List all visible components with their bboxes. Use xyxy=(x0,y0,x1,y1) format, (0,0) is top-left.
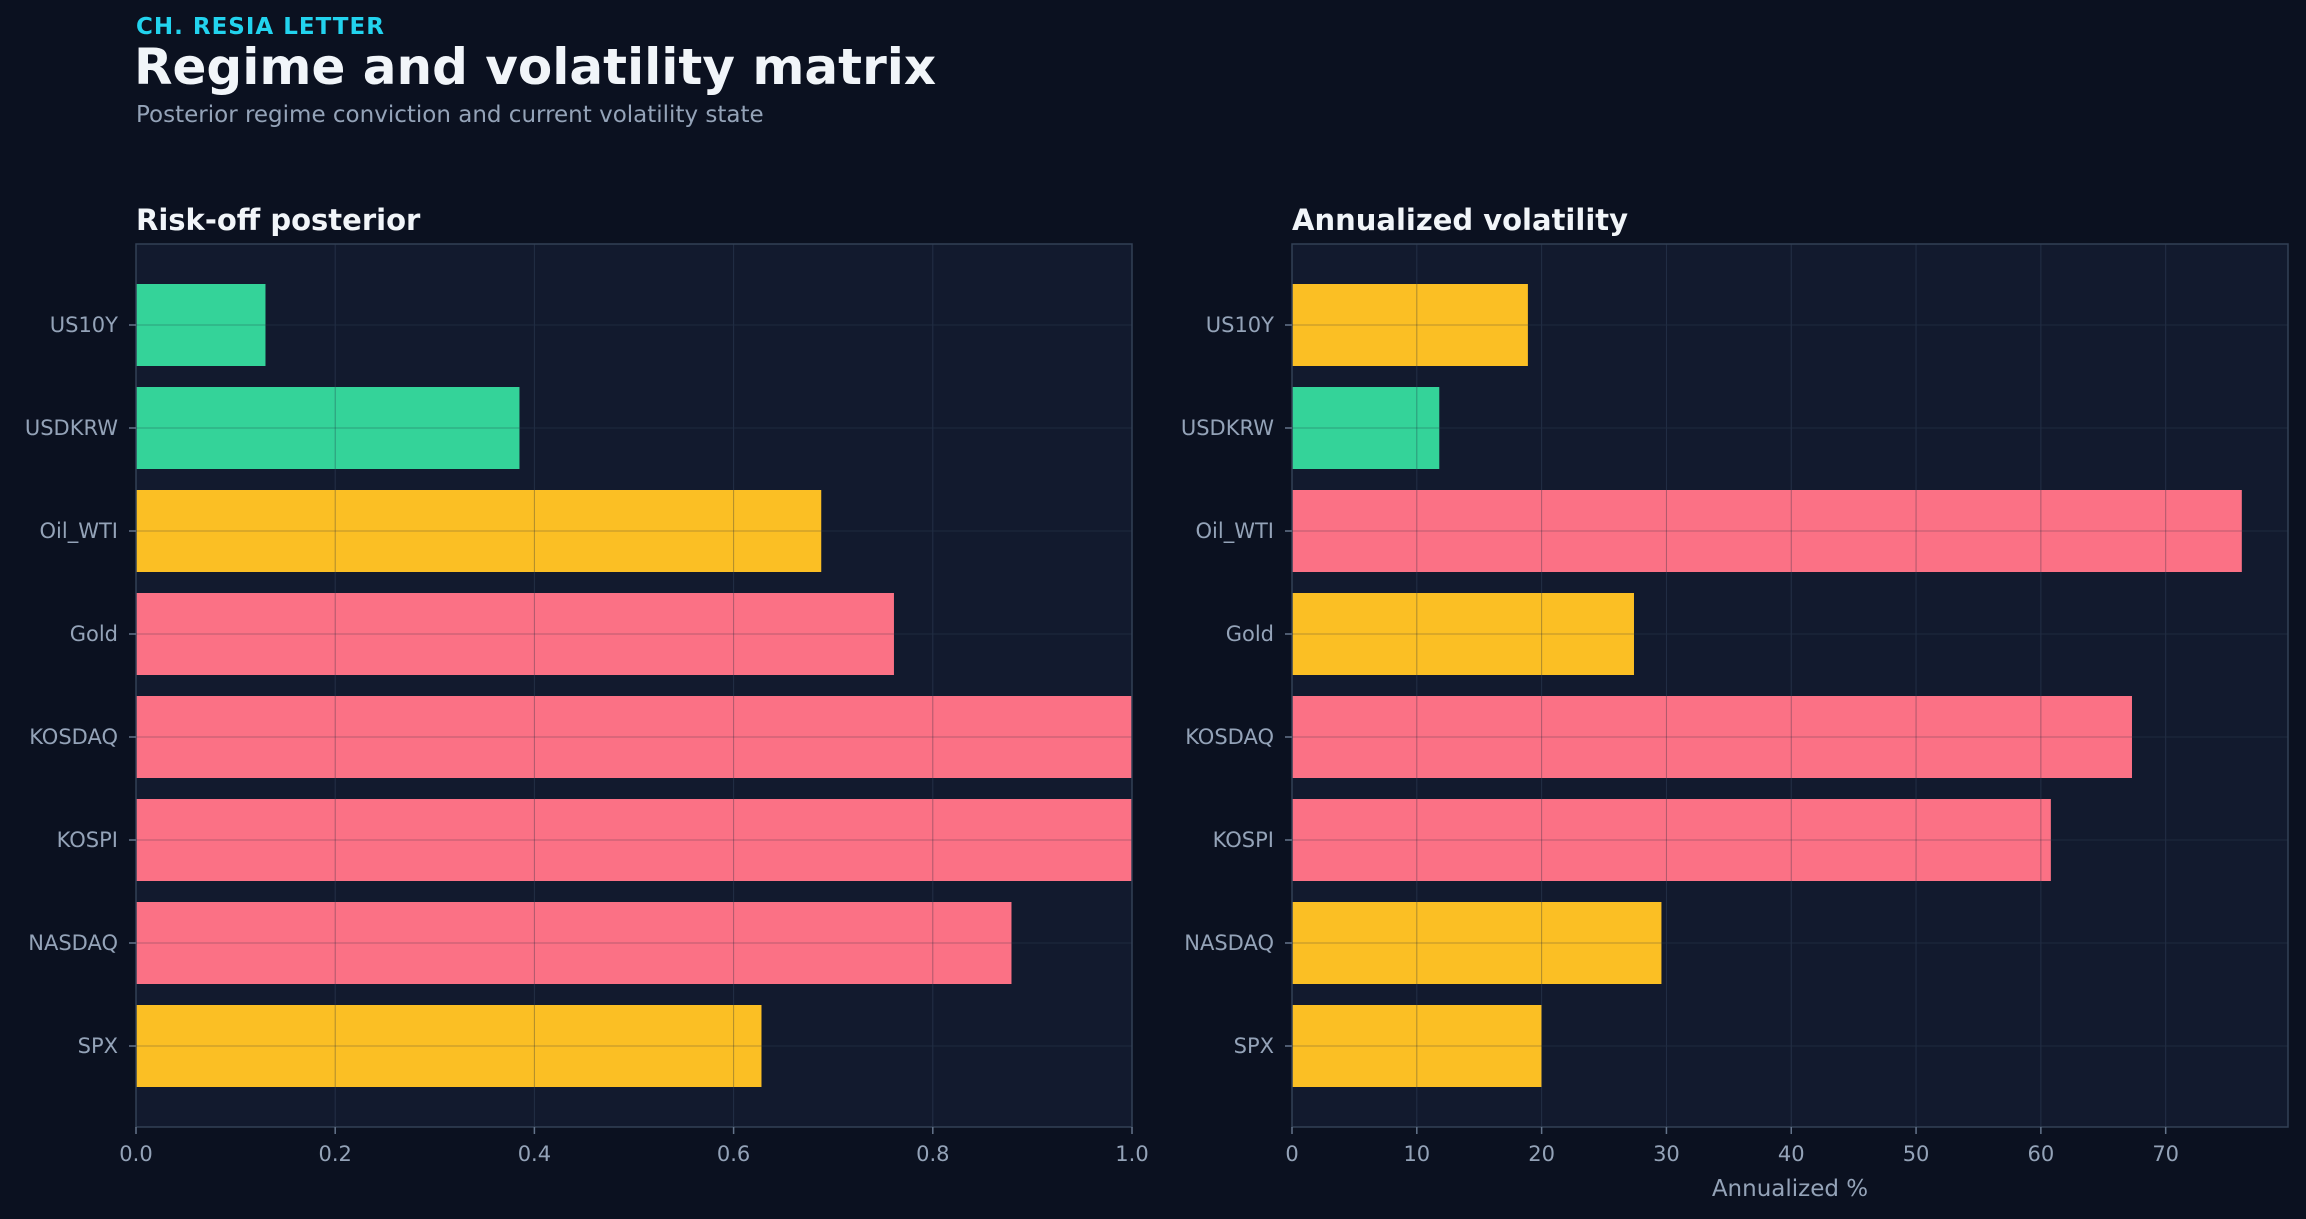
bar-oil-wti xyxy=(136,490,822,572)
x-tick-label: 0.6 xyxy=(717,1142,750,1166)
bar-us10y xyxy=(136,284,266,366)
x-tick-label: 10 xyxy=(1403,1142,1430,1166)
y-tick-label: NASDAQ xyxy=(1184,931,1274,955)
plot-frame-2 xyxy=(1291,243,2289,1128)
page-subtitle: Posterior regime conviction and current … xyxy=(136,102,764,128)
y-tick-label: KOSDAQ xyxy=(1185,725,1274,749)
y-tick-label: Oil_WTI xyxy=(40,519,118,544)
x-tick-label: 70 xyxy=(2152,1142,2179,1166)
y-tick-label: Gold xyxy=(1226,622,1274,646)
y-tick-label: Oil_WTI xyxy=(1196,519,1274,544)
eyebrow-label: CH. RESIA LETTER xyxy=(136,14,385,40)
bar-us10y xyxy=(1292,284,1528,366)
x-tick-label: 0 xyxy=(1285,1142,1298,1166)
chart-title: Annualized volatility xyxy=(1292,203,1628,237)
bar-spx xyxy=(1292,1005,1542,1087)
bar-kosdaq xyxy=(136,696,1132,778)
chart-title: Risk-off posterior xyxy=(136,203,421,237)
y-tick-label: US10Y xyxy=(1206,313,1274,337)
x-tick-label: 20 xyxy=(1528,1142,1555,1166)
x-tick-label: 1.0 xyxy=(1115,1142,1148,1166)
plot-area-2 xyxy=(1292,244,2288,1127)
x-tick-label: 50 xyxy=(1903,1142,1930,1166)
bar-kosdaq xyxy=(1292,696,2132,778)
y-tick-label: KOSDAQ xyxy=(29,725,118,749)
x-tick-label: 0.2 xyxy=(318,1142,351,1166)
bar-usdkrw xyxy=(1292,387,1440,469)
bar-kospi xyxy=(136,799,1132,881)
y-tick-label: SPX xyxy=(1234,1034,1274,1058)
y-tick-label: NASDAQ xyxy=(28,931,118,955)
x-tick-label: 0.0 xyxy=(119,1142,152,1166)
x-tick-label: 30 xyxy=(1653,1142,1680,1166)
y-tick-label: USDKRW xyxy=(1181,416,1274,440)
page-title: Regime and volatility matrix xyxy=(134,38,937,96)
bar-nasdaq xyxy=(136,902,1012,984)
x-tick-label: 0.8 xyxy=(916,1142,949,1166)
bar-oil-wti xyxy=(1292,490,2242,572)
bar-gold xyxy=(136,593,894,675)
x-tick-label: 40 xyxy=(1778,1142,1805,1166)
y-tick-label: KOSPI xyxy=(57,828,118,852)
x-tick-label: 60 xyxy=(2028,1142,2055,1166)
x-axis-label: Annualized % xyxy=(1712,1176,1868,1202)
y-tick-label: Gold xyxy=(70,622,118,646)
y-tick-label: US10Y xyxy=(50,313,118,337)
y-tick-label: KOSPI xyxy=(1213,828,1274,852)
bar-usdkrw xyxy=(136,387,520,469)
bar-spx xyxy=(136,1005,762,1087)
y-tick-label: USDKRW xyxy=(25,416,118,440)
bar-gold xyxy=(1292,593,1634,675)
plot-frame-1 xyxy=(135,243,1133,1128)
bar-nasdaq xyxy=(1292,902,1662,984)
y-tick-label: SPX xyxy=(78,1034,118,1058)
x-tick-label: 0.4 xyxy=(518,1142,551,1166)
bar-kospi xyxy=(1292,799,2051,881)
plot-area-1 xyxy=(136,244,1132,1127)
